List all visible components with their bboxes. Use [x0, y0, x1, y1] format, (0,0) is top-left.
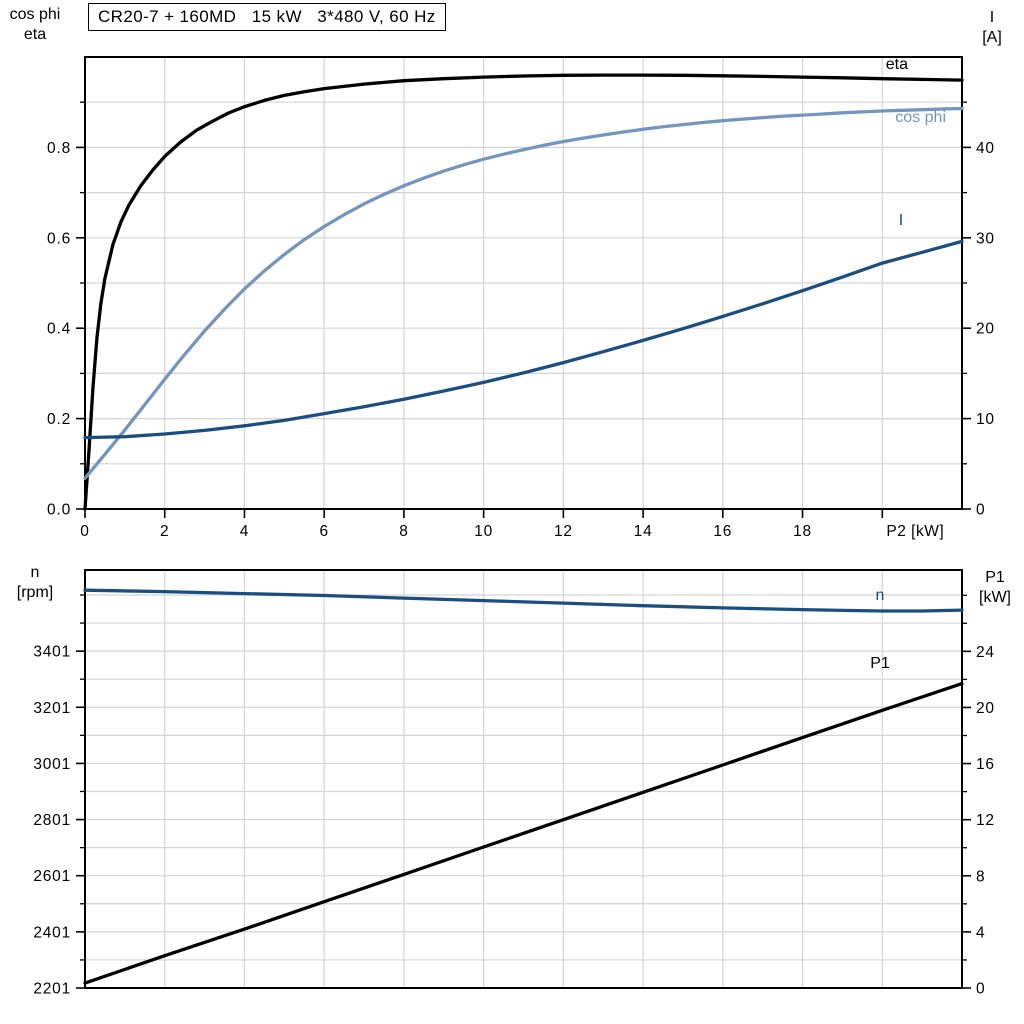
right-axis-tick-label: 20	[976, 700, 995, 717]
left-axis-tick-label: 0.0	[47, 502, 71, 519]
x-axis-tick-label: 18	[793, 523, 812, 540]
left-axis-tick-label: 0.6	[47, 230, 71, 247]
axis-label-p1-unit: [kW]	[979, 589, 1011, 606]
x-axis-tick-label: 16	[713, 523, 732, 540]
left-axis-tick-label: 3401	[33, 644, 71, 661]
x-axis-tick-label: 0	[80, 523, 89, 540]
right-axis-tick-label: 10	[976, 411, 995, 428]
series-label-speed: n	[876, 587, 885, 604]
right-axis-tick-label: 40	[976, 140, 995, 157]
chart-electrical: 0.0 0.2 0.4 0.6 0.8 0 10 20 30 40 0 2 4 6 8 10 12 14 16 18 P…	[47, 56, 995, 540]
series-label-eta: eta	[886, 56, 908, 73]
x-axis-tick-label: 8	[399, 523, 408, 540]
right-axis-tick-label: 12	[976, 812, 995, 829]
x-axis-tick-label: 10	[474, 523, 493, 540]
axis-label-current: I	[989, 9, 995, 26]
bottom-right-axis-label: P1 [kW]	[968, 568, 1022, 608]
axis-label-speed-unit: [rpm]	[16, 584, 54, 601]
axis-label-cos-phi: cos phi	[9, 6, 61, 23]
plot-frame	[84, 569, 963, 989]
series-label-current: I	[899, 212, 903, 229]
right-axis-tick-label: 0	[976, 502, 985, 519]
right-axis-tick-label: 0	[976, 981, 985, 998]
left-axis-tick-label: 0.2	[47, 411, 71, 428]
series-cos-phi	[83, 106, 964, 480]
chart-mechanical: 2201 2401 2601 2801 3001 3201 3401 0 4 8 12 16 20 24 n…	[33, 569, 995, 998]
right-axis-tick-label: 24	[976, 644, 995, 661]
left-axis-tick-label: 2601	[33, 868, 71, 885]
axis-label-p1: P1	[985, 569, 1005, 586]
axis-label-eta: eta	[23, 26, 47, 43]
right-axis-tick-label: 30	[976, 230, 995, 247]
x-axis-tick-label: 2	[160, 523, 169, 540]
left-axis-tick-label: 3201	[33, 700, 71, 717]
x-axis-tick-label: 14	[634, 523, 653, 540]
series-speed	[83, 588, 964, 613]
right-axis-tick-label: 16	[976, 756, 995, 773]
top-left-axis-label: cos phi eta	[2, 5, 68, 45]
right-axis-tick-label: 4	[976, 924, 985, 941]
left-axis-tick-label: 2201	[33, 981, 71, 998]
series-eta	[83, 73, 964, 511]
left-axis-tick-label: 0.8	[47, 140, 71, 157]
right-axis-tick-label: 8	[976, 868, 985, 885]
left-axis-tick-label: 2401	[33, 924, 71, 941]
left-axis-tick-label: 2801	[33, 812, 71, 829]
bottom-left-axis-label: n [rpm]	[2, 563, 68, 603]
series-label-cos-phi: cos phi	[895, 109, 946, 126]
left-axis-tick-label: 3001	[33, 756, 71, 773]
x-axis-tick-label: 4	[240, 523, 249, 540]
x-axis-tick-label: 12	[554, 523, 573, 540]
series-label-p1: P1	[870, 655, 890, 672]
left-axis-tick-label: 0.4	[47, 321, 71, 338]
chart-title: CR20-7 + 160MD 15 kW 3*480 V, 60 Hz	[88, 3, 446, 31]
series-p1	[83, 681, 964, 985]
series-current	[83, 239, 964, 440]
top-right-axis-label: I [A]	[964, 8, 1020, 48]
axis-label-speed: n	[30, 564, 40, 581]
x-axis-tick-label: 6	[319, 523, 328, 540]
x-axis-unit-label: P2 [kW]	[886, 523, 944, 540]
axis-label-current-unit: [A]	[982, 29, 1002, 46]
right-axis-tick-label: 20	[976, 321, 995, 338]
